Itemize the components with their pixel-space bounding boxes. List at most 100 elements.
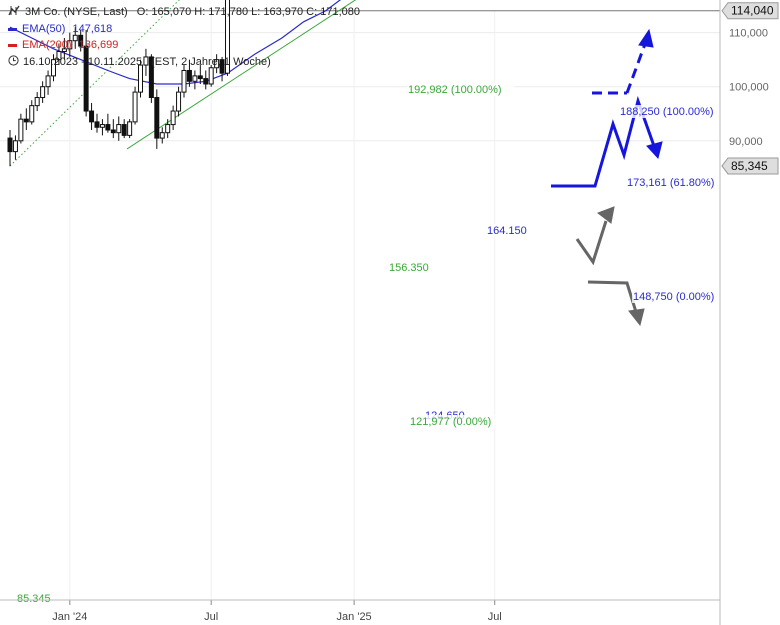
- candle-up: [170, 110, 176, 126]
- scenario-arrow-down-head: [628, 308, 645, 327]
- candle-down: [94, 121, 100, 128]
- annotation-bg: [626, 176, 728, 189]
- y-tick-label: 110,000: [729, 28, 768, 40]
- candle-down: [89, 110, 95, 123]
- forecast-dashed-head: [638, 28, 654, 48]
- ema50-swatch: [8, 27, 17, 31]
- candle-down: [78, 34, 84, 47]
- trend-lines: [9, 0, 357, 167]
- level-annotation: 188,250 (100.00%): [620, 106, 714, 118]
- candle-up: [138, 64, 144, 93]
- moving-averages: [9, 0, 342, 85]
- x-tick-label: Jan '24: [52, 611, 87, 623]
- support-trendline: [126, 0, 357, 150]
- candle-up: [99, 124, 105, 128]
- candle-up: [181, 69, 187, 93]
- candle-up: [12, 140, 18, 153]
- ema200-label: EMA(200): [22, 39, 72, 51]
- level-annotation: 85.345: [17, 593, 51, 605]
- annotation-bg: [409, 415, 504, 428]
- chart-type-icon: [8, 5, 20, 16]
- annotation-bg: [16, 592, 56, 605]
- x-tick-label: Jan '25: [337, 611, 372, 623]
- period-range: 16.10.2023 - 10.11.2025: [23, 56, 143, 68]
- legend-period: 16.10.2023 - 10.11.2025 (EST, 2 Jahre, 1…: [8, 55, 271, 68]
- candle-up: [72, 34, 78, 42]
- candle-up: [143, 56, 149, 66]
- candle-up: [67, 40, 73, 50]
- x-tick-label: Jul: [488, 611, 502, 623]
- candle-up: [165, 124, 171, 134]
- price-box: [721, 157, 779, 175]
- forecast-path-head: [646, 141, 663, 160]
- annotation-bg: [486, 224, 532, 237]
- annotation-bg: [388, 261, 434, 274]
- clock-icon: [8, 55, 19, 66]
- price-box: [721, 2, 779, 20]
- ema200-swatch: [8, 43, 17, 47]
- y-tick-label: 90,000: [729, 136, 763, 148]
- annotations: 192,982 (100.00%) 188,250 (100.00%) 173,16…: [16, 83, 728, 605]
- candle-down: [148, 56, 154, 99]
- ema50-label: EMA(50): [22, 23, 66, 35]
- candle-up: [208, 67, 214, 85]
- candle-down: [121, 124, 127, 136]
- candle-up: [192, 75, 198, 82]
- candle-up: [29, 105, 35, 123]
- legend-ema200: EMA(200) 136,699: [8, 39, 118, 51]
- forecast-dashed: [625, 43, 647, 94]
- level-annotation: 173,161 (61.80%): [627, 177, 714, 189]
- ema50-value: 147,618: [72, 23, 113, 35]
- price-box-label: 114,040: [731, 4, 774, 18]
- annotation-bg: [407, 83, 515, 96]
- candle-up: [176, 91, 182, 112]
- annotation-bg: [619, 105, 727, 118]
- chart-title: 3M Co. (NYSE, Last) O: 165,070 H: 171,78…: [8, 5, 360, 18]
- candle-down: [203, 78, 209, 85]
- candles: [7, 0, 231, 167]
- candle-up: [116, 124, 122, 134]
- level-annotation: 121,977 (0.00%): [410, 416, 491, 428]
- candle-down: [23, 118, 29, 123]
- candle-down: [186, 69, 192, 82]
- x-tick-label: Jul: [204, 611, 218, 623]
- grid: [0, 10, 720, 600]
- level-annotation: 164.150: [487, 225, 527, 237]
- candle-up: [127, 121, 133, 136]
- ema200-value: 136,699: [78, 39, 119, 51]
- ohlc-readout: O: 165,070 H: 171,780 L: 163,970 C: 171,…: [136, 6, 360, 18]
- y-tick-label: 100,000: [729, 82, 769, 94]
- candle-down: [154, 97, 160, 139]
- candle-down: [7, 137, 13, 153]
- instrument-name: 3M Co. (NYSE, Last): [25, 6, 128, 18]
- horizontal-levels: [0, 10, 720, 12]
- candle-down: [219, 59, 225, 74]
- legend-ema50: EMA(50) 147,618: [8, 23, 112, 35]
- period-note: (EST, 2 Jahre, 1 Woche): [151, 56, 271, 68]
- x-axis: Jan '24 Jul Jan '25 Jul: [0, 599, 720, 623]
- candle-up: [132, 91, 138, 123]
- candle-up: [214, 59, 220, 69]
- price-box-label: 85,345: [731, 159, 768, 173]
- candle-up: [225, 0, 231, 74]
- candle-up: [34, 97, 40, 107]
- scenario-arrow-down: [587, 280, 638, 313]
- level-annotation: 156.350: [389, 262, 429, 274]
- candle-up: [56, 51, 62, 61]
- candle-up: [159, 132, 165, 139]
- level-annotation: 192,982 (100.00%): [408, 84, 502, 96]
- candle-up: [40, 86, 46, 99]
- candle-up: [61, 48, 67, 53]
- candle-up: [18, 118, 24, 142]
- candle-down: [197, 75, 203, 80]
- candle-down: [83, 45, 89, 112]
- y-axis: 90,000100,000110,000120,000130,000140,00…: [719, 0, 779, 625]
- level-annotation: 148,750 (0.00%): [633, 291, 714, 303]
- scenario-arrow-up-head: [596, 206, 615, 224]
- candle-up: [51, 59, 57, 77]
- annotation-bg: [632, 290, 727, 303]
- candle-down: [105, 124, 111, 131]
- scenario-arrow-up: [575, 220, 608, 266]
